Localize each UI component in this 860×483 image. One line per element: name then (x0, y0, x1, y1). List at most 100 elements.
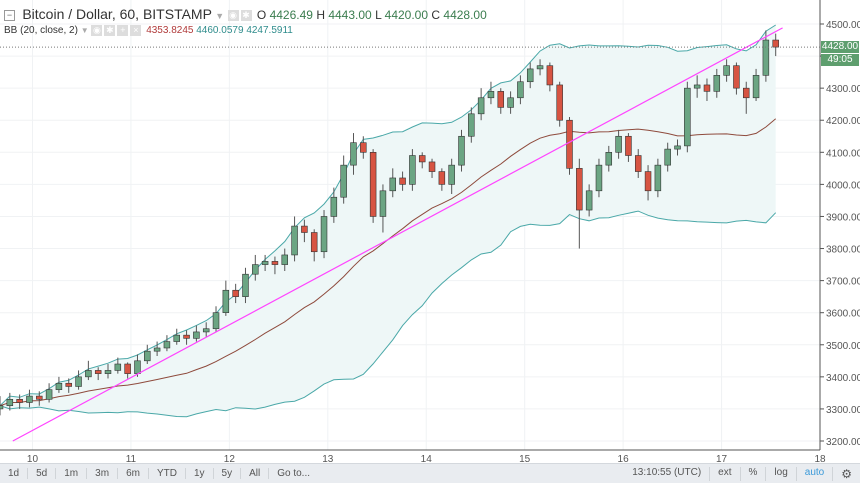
range-1d[interactable]: 1d (0, 468, 29, 479)
candle-body (733, 65, 740, 89)
range-3m[interactable]: 3m (87, 468, 119, 479)
candle-body (517, 81, 524, 99)
candle-body (428, 161, 436, 172)
y-tick-label: 3400.00 (826, 373, 860, 384)
candle-body (144, 350, 151, 362)
close-label: C (431, 8, 441, 22)
open-label: O (256, 8, 267, 22)
candle-body (271, 261, 279, 265)
candle-body (546, 65, 554, 86)
candle-body (438, 171, 446, 185)
candle-body (153, 347, 161, 352)
candle-body (55, 382, 63, 390)
y-tick-label: 4000.00 (826, 180, 860, 191)
gear-icon[interactable]: ✱ (104, 25, 116, 36)
indicator-title[interactable]: BB (20, close, 2) (4, 25, 78, 37)
candle-body (772, 39, 779, 48)
bb-lower-value: 4247.5911 (246, 25, 293, 37)
percent-toggle[interactable]: % (741, 466, 767, 481)
y-tick-label: 3300.00 (826, 405, 860, 416)
y-tick-label: 3600.00 (826, 309, 860, 320)
bb-upper-value: 4460.0579 (196, 25, 244, 37)
candle-body (85, 370, 92, 378)
range-5d[interactable]: 5d (28, 468, 57, 479)
collapse-icon[interactable]: − (4, 10, 15, 22)
y-tick-label: 3700.00 (826, 277, 860, 288)
candle-body (134, 360, 141, 374)
indicator-legend: BB (20, close, 2) ▼ ◉ ✱ + × 4353.8245 4460.… (4, 25, 293, 36)
candle-body (379, 190, 387, 217)
range-5y[interactable]: 5y (214, 468, 242, 479)
candle-body (507, 97, 514, 108)
candle-body (605, 152, 613, 166)
gear-icon[interactable]: ⚙ (841, 466, 852, 481)
x-tick-label: 16 (618, 454, 630, 463)
candle-body (644, 171, 652, 192)
chevron-down-icon[interactable]: ▼ (215, 11, 225, 21)
price-chart[interactable]: 4500.00 4300.00 4200.00 4100.00 4000.00 3900.… (0, 0, 860, 463)
candle-body (487, 91, 495, 99)
candle-body (45, 389, 53, 400)
candle-body (36, 395, 43, 400)
high-value: 4443.00 (328, 8, 372, 22)
candle-body (26, 395, 33, 403)
candle-body (310, 232, 318, 253)
candle-body (114, 363, 122, 371)
range-1y[interactable]: 1y (186, 468, 214, 479)
candle-body (723, 65, 730, 76)
goto-button[interactable]: Go to... (277, 468, 311, 479)
candle-body (634, 155, 642, 172)
candle-body (399, 177, 406, 185)
candle-body (360, 142, 367, 153)
candle-body (615, 135, 622, 153)
candle-body (320, 216, 328, 253)
candle-body (536, 65, 544, 70)
range-6m[interactable]: 6m (118, 468, 149, 479)
candle-body (301, 225, 308, 233)
candle-body (6, 398, 14, 407)
gear-icon[interactable]: ✱ (240, 10, 252, 22)
candle-body (291, 225, 298, 256)
trend-line (12, 27, 783, 442)
range-1m[interactable]: 1m (56, 468, 88, 479)
candle-body (576, 168, 583, 211)
candle-body (232, 289, 239, 297)
eye-icon[interactable]: ◉ (227, 10, 239, 22)
ext-toggle[interactable]: ext (710, 466, 741, 481)
high-label: H (316, 8, 325, 22)
candle-body (202, 328, 210, 333)
candle-body (389, 177, 397, 192)
symbol-legend: − Bitcoin / Dollar, 60, BITSTAMP ▼ ◉ ✱ O … (4, 6, 487, 22)
plus-icon[interactable]: + (117, 25, 129, 36)
auto-toggle[interactable]: auto (797, 466, 834, 481)
candle-body (330, 196, 338, 217)
candle-body (595, 164, 603, 192)
candle-body (124, 363, 131, 374)
candle-body (369, 152, 377, 217)
candle-body (409, 155, 416, 185)
range-all[interactable]: All (241, 468, 270, 479)
low-label: L (375, 8, 382, 22)
candle-body (418, 155, 426, 163)
low-value: 4420.00 (384, 8, 429, 22)
eye-icon[interactable]: ◉ (91, 25, 103, 36)
candle-body (252, 264, 259, 275)
bb-basis-value: 4353.8245 (146, 25, 194, 37)
candle-body (222, 289, 230, 313)
symbol-title[interactable]: Bitcoin / Dollar, 60, BITSTAMP (22, 6, 212, 22)
candle-body (497, 91, 505, 108)
y-tick-label: 4300.00 (826, 84, 860, 95)
candle-body (75, 376, 82, 387)
candle-body (448, 164, 455, 185)
chevron-down-icon[interactable]: ▼ (80, 26, 89, 36)
range-ytd[interactable]: YTD (149, 468, 186, 479)
log-toggle[interactable]: log (766, 466, 797, 481)
candle-body (654, 164, 662, 192)
utc-clock[interactable]: 13:10:55 (UTC) (624, 466, 711, 481)
candle-body (340, 164, 347, 198)
candle-body (242, 273, 249, 297)
candle-body (281, 254, 288, 265)
close-icon[interactable]: × (130, 25, 142, 36)
y-tick-label: 3500.00 (826, 341, 860, 352)
candle-body (693, 84, 701, 89)
